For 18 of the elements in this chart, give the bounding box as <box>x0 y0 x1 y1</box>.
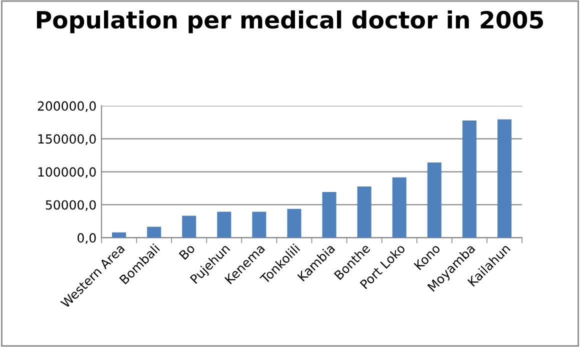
bar <box>217 212 232 238</box>
y-tick-label: 200000,0 <box>38 101 96 112</box>
bar <box>462 120 476 238</box>
bar <box>322 192 336 238</box>
y-tick-label: 150000,0 <box>38 134 96 145</box>
bar <box>252 212 266 238</box>
bar <box>112 232 126 238</box>
y-tick-label: 0,0 <box>78 233 96 244</box>
bar <box>287 208 302 238</box>
bar <box>427 162 442 238</box>
bar <box>357 186 372 238</box>
y-tick-label: 100000,0 <box>38 167 96 178</box>
bar <box>182 216 196 238</box>
y-tick-label: 50000,0 <box>46 200 96 211</box>
bar <box>392 177 406 238</box>
chart-title: Population per medical doctor in 2005 <box>36 10 544 34</box>
bar <box>147 226 162 238</box>
bar <box>497 119 512 238</box>
